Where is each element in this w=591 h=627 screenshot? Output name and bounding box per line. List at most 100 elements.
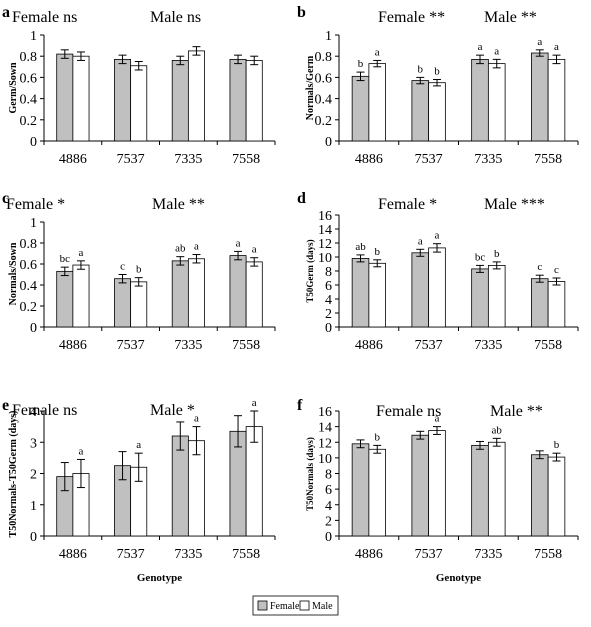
bar-male: [368, 448, 387, 537]
y-tick-label: 14: [318, 421, 332, 436]
significance-letter: a: [537, 36, 542, 48]
x-tick-label: 7537: [117, 338, 145, 353]
bar-male: [245, 60, 263, 142]
bar-female: [530, 278, 549, 328]
y-tick-label: 16: [318, 209, 332, 224]
significance-letter: b: [374, 246, 380, 258]
bar-female: [171, 60, 189, 142]
y-tick-label: 10: [318, 251, 332, 266]
y-tick-label: 8: [325, 468, 332, 483]
significance-letter: a: [79, 445, 84, 457]
bar-female: [411, 252, 430, 328]
y-tick-label: 1: [30, 216, 37, 231]
bar-male: [72, 55, 90, 142]
significance-letter: ab: [175, 243, 186, 255]
significance-letter: a: [236, 237, 241, 249]
significance-letter: a: [435, 413, 440, 425]
panel-label: c: [2, 190, 9, 207]
legend-box: [252, 595, 339, 616]
bar-male: [487, 63, 506, 142]
bar-male: [187, 258, 205, 328]
significance-letter: a: [79, 247, 84, 259]
x-tick-label: 7558: [232, 152, 260, 167]
y-axis-label: Normals/Germ: [305, 55, 316, 120]
bar-male: [130, 281, 148, 328]
panel-e: e Female ns Male * 0 1 2 3 4 T50Normals-T50Germ …: [2, 397, 276, 584]
bar-male: [487, 264, 506, 328]
legend-swatch-female: [257, 600, 268, 611]
y-tick-label: 3: [30, 436, 37, 451]
y-axis-label: Germ/Sown: [8, 62, 19, 114]
bar-female: [351, 257, 370, 328]
significance-letter: a: [194, 241, 199, 253]
x-tick-label: 4886: [355, 338, 383, 353]
x-tick-label: 7335: [174, 338, 202, 353]
bar-male: [428, 247, 446, 328]
y-axis-label: T50Normals (days): [305, 437, 315, 511]
significance-letter: b: [418, 63, 424, 75]
x-tick-label: 7537: [415, 152, 443, 167]
significance-letter: a: [494, 45, 499, 57]
y-tick-label: 4: [325, 499, 332, 514]
bar-male: [368, 63, 387, 142]
y-tick-label: 0.2: [20, 114, 38, 129]
bar-female: [530, 454, 549, 537]
bar-female: [471, 58, 489, 142]
x-tick-label: 4886: [59, 547, 87, 562]
significance-letter: a: [375, 46, 380, 58]
significance-letter: a: [418, 235, 423, 247]
y-tick-label: 12: [318, 436, 332, 451]
x-tick-label: 7558: [534, 152, 562, 167]
panel-header-male: Male *: [150, 402, 195, 419]
y-tick-label: 0.6: [315, 71, 333, 86]
x-tick-label: 7558: [534, 547, 562, 562]
x-tick-label: 4886: [355, 152, 383, 167]
y-tick-label: 12: [318, 237, 332, 252]
panel-label: e: [2, 397, 9, 414]
significance-letter: b: [434, 66, 440, 78]
bar-male: [547, 456, 566, 537]
x-tick-label: 7335: [474, 338, 502, 353]
x-tick-label: 7335: [474, 547, 502, 562]
significance-letter: c: [554, 264, 559, 276]
significance-letter: a: [136, 439, 141, 451]
panel-label: b: [297, 4, 306, 21]
x-tick-label: 7558: [232, 338, 260, 353]
y-tick-label: 6: [325, 483, 332, 498]
y-tick-label: 1: [30, 499, 37, 514]
bar-male: [547, 58, 566, 142]
y-tick-label: 0.8: [20, 237, 38, 252]
y-axis-label: Normals/Sown: [8, 242, 19, 305]
y-tick-label: 14: [318, 223, 332, 238]
panel-header-female: Female *: [6, 196, 65, 213]
bar-female: [411, 80, 430, 142]
bar-female: [114, 278, 132, 328]
significance-letter: a: [252, 397, 257, 409]
bar-male: [547, 281, 566, 328]
y-tick-label: 0.8: [20, 50, 38, 65]
significance-letter: bc: [60, 253, 71, 265]
significance-letter: b: [554, 439, 560, 451]
significance-letter: c: [120, 261, 125, 273]
y-tick-label: 0.4: [315, 93, 333, 108]
significance-letter: c: [537, 261, 542, 273]
bar-female: [351, 75, 370, 142]
y-tick-label: 8: [325, 265, 332, 280]
significance-letter: ab: [492, 424, 503, 436]
significance-letter: ab: [355, 241, 366, 253]
bar-male: [368, 262, 387, 328]
y-tick-label: 0.2: [315, 114, 333, 129]
significance-letter: a: [194, 413, 199, 425]
significance-letter: b: [358, 58, 364, 70]
y-tick-label: 0: [325, 321, 332, 336]
panel-header-male: Male **: [490, 403, 543, 420]
y-tick-label: 0: [325, 135, 332, 150]
bar-female: [411, 434, 430, 537]
bar-female: [114, 58, 132, 142]
significance-letter: b: [494, 248, 500, 260]
significance-letter: a: [252, 244, 257, 256]
y-tick-label: 2: [325, 307, 332, 322]
y-tick-label: 4: [30, 405, 37, 420]
